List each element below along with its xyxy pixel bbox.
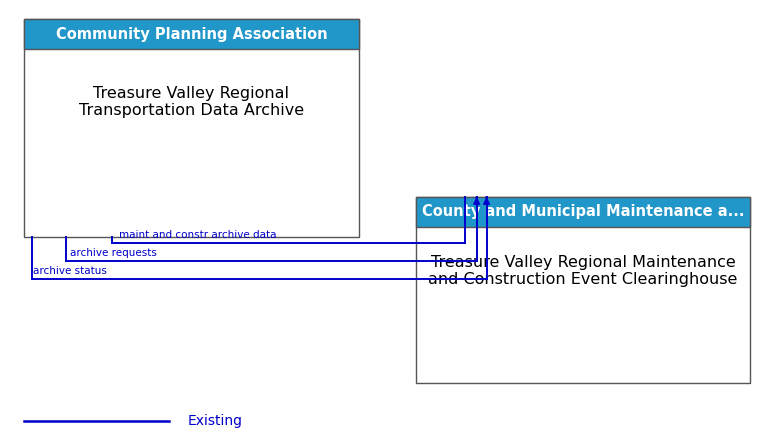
Bar <box>416 197 751 227</box>
Bar <box>416 197 751 384</box>
Bar <box>24 19 359 49</box>
Bar <box>24 19 359 237</box>
Text: Existing: Existing <box>188 414 242 428</box>
Text: Community Planning Association: Community Planning Association <box>56 27 328 42</box>
Text: archive status: archive status <box>34 266 107 276</box>
Text: maint and constr archive data: maint and constr archive data <box>119 230 277 240</box>
Text: archive requests: archive requests <box>70 248 156 258</box>
Text: Treasure Valley Regional Maintenance
and Construction Event Clearinghouse: Treasure Valley Regional Maintenance and… <box>429 255 737 287</box>
Text: Treasure Valley Regional
Transportation Data Archive: Treasure Valley Regional Transportation … <box>79 86 304 118</box>
Text: County and Municipal Maintenance a...: County and Municipal Maintenance a... <box>421 204 744 219</box>
Bar <box>24 19 359 49</box>
Bar <box>416 197 751 227</box>
